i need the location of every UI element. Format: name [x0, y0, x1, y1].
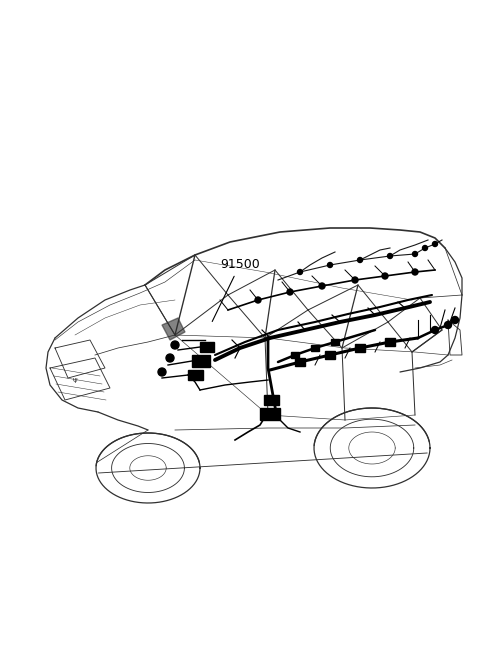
Bar	[325, 351, 335, 359]
Bar	[260, 408, 280, 420]
Bar	[192, 355, 210, 367]
Circle shape	[422, 246, 428, 250]
Circle shape	[171, 341, 179, 349]
Circle shape	[352, 277, 358, 283]
Circle shape	[287, 289, 293, 295]
Bar	[200, 342, 214, 352]
Bar	[295, 358, 305, 366]
Circle shape	[452, 316, 458, 324]
Circle shape	[412, 252, 418, 257]
Circle shape	[298, 269, 302, 274]
Bar	[311, 345, 319, 351]
Circle shape	[432, 326, 439, 333]
Bar	[264, 395, 279, 405]
Polygon shape	[162, 318, 185, 340]
Bar	[291, 352, 299, 358]
Bar	[385, 338, 395, 346]
Circle shape	[319, 283, 325, 289]
Circle shape	[432, 242, 437, 246]
Circle shape	[255, 297, 261, 303]
Bar	[355, 344, 365, 352]
Circle shape	[327, 263, 333, 267]
Circle shape	[358, 257, 362, 263]
Circle shape	[382, 273, 388, 279]
Text: 91500: 91500	[212, 258, 260, 322]
Circle shape	[166, 354, 174, 362]
Circle shape	[412, 269, 418, 275]
Circle shape	[387, 253, 393, 259]
Circle shape	[444, 322, 452, 329]
Text: ψ: ψ	[72, 377, 77, 383]
Bar	[188, 370, 203, 380]
Circle shape	[158, 368, 166, 376]
Bar	[331, 339, 339, 345]
